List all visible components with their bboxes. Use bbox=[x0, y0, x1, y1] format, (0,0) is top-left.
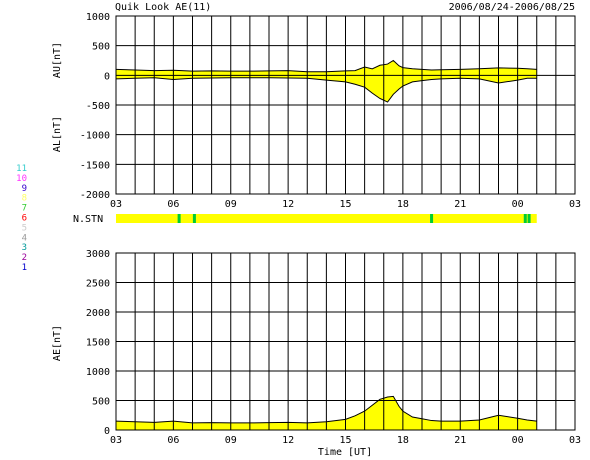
panel-frame bbox=[115, 15, 576, 195]
legend-entry: 7 bbox=[22, 204, 27, 214]
x-tick-label: 06 bbox=[167, 199, 179, 210]
legend-entry: 3 bbox=[22, 243, 27, 253]
x-tick-label: 18 bbox=[397, 199, 409, 210]
x-tick-label: 18 bbox=[397, 435, 409, 446]
station-dropout-mark bbox=[527, 214, 531, 223]
y-tick-label: 2500 bbox=[86, 279, 110, 290]
x-tick-label: 15 bbox=[339, 435, 351, 446]
legend-entry: 4 bbox=[22, 233, 27, 243]
y-tick-label: 500 bbox=[92, 397, 110, 408]
x-tick-label: 15 bbox=[339, 199, 351, 210]
date-range: 2006/08/24-2006/08/25 bbox=[449, 2, 575, 13]
x-tick-label: 21 bbox=[454, 199, 466, 210]
x-tick-label: 03 bbox=[110, 435, 122, 446]
y-tick-label: -500 bbox=[86, 101, 110, 112]
x-tick-label: 00 bbox=[512, 435, 524, 446]
x-tick-label: 03 bbox=[569, 199, 581, 210]
legend-entry: 8 bbox=[22, 194, 27, 204]
legend-entry: 2 bbox=[22, 253, 27, 263]
station-strip-fill bbox=[116, 214, 537, 223]
legend-entry: 9 bbox=[22, 184, 27, 194]
y-tick-label: 500 bbox=[92, 42, 110, 53]
y-tick-label: 1000 bbox=[86, 12, 110, 23]
data-fill-area bbox=[116, 60, 537, 103]
au-axis-label: AU[nT] bbox=[52, 42, 63, 78]
ae-axis-label: AE[nT] bbox=[52, 325, 63, 361]
al-axis-label: AL[nT] bbox=[52, 116, 63, 152]
y-tick-label: 0 bbox=[104, 71, 110, 82]
legend-entry: 1 bbox=[22, 263, 27, 273]
panel-frame bbox=[115, 252, 576, 431]
x-tick-label: 09 bbox=[225, 199, 237, 210]
x-tick-label: 09 bbox=[225, 435, 237, 446]
station-strip-label: N.STN bbox=[73, 214, 103, 225]
x-tick-label: 03 bbox=[110, 199, 122, 210]
data-fill-area bbox=[116, 396, 537, 430]
y-tick-label: -1500 bbox=[80, 160, 110, 171]
y-tick-label: 0 bbox=[104, 426, 110, 437]
x-tick-label: 00 bbox=[512, 199, 524, 210]
station-strip bbox=[116, 214, 537, 223]
y-tick-label: 3000 bbox=[86, 249, 110, 260]
x-tick-label: 06 bbox=[167, 435, 179, 446]
legend-entry: 5 bbox=[22, 223, 27, 233]
x-tick-label: 12 bbox=[282, 435, 294, 446]
y-tick-label: -1000 bbox=[80, 131, 110, 142]
y-tick-label: -2000 bbox=[80, 190, 110, 201]
y-tick-label: 1000 bbox=[86, 367, 110, 378]
y-tick-label: 2000 bbox=[86, 308, 110, 319]
legend-entry: 11 bbox=[16, 164, 27, 174]
x-tick-label: 21 bbox=[454, 435, 466, 446]
chart-title: Quik Look AE(11) bbox=[115, 2, 211, 13]
y-tick-label: 1500 bbox=[86, 338, 110, 349]
time-axis-label: Time [UT] bbox=[318, 447, 372, 458]
x-tick-label: 12 bbox=[282, 199, 294, 210]
station-dropout-mark bbox=[192, 214, 196, 223]
station-dropout-mark bbox=[523, 214, 527, 223]
legend-entry: 6 bbox=[22, 214, 27, 224]
legend-entry: 10 bbox=[16, 174, 27, 184]
station-dropout-mark bbox=[430, 214, 434, 223]
x-tick-label: 03 bbox=[569, 435, 581, 446]
station-dropout-mark bbox=[177, 214, 181, 223]
